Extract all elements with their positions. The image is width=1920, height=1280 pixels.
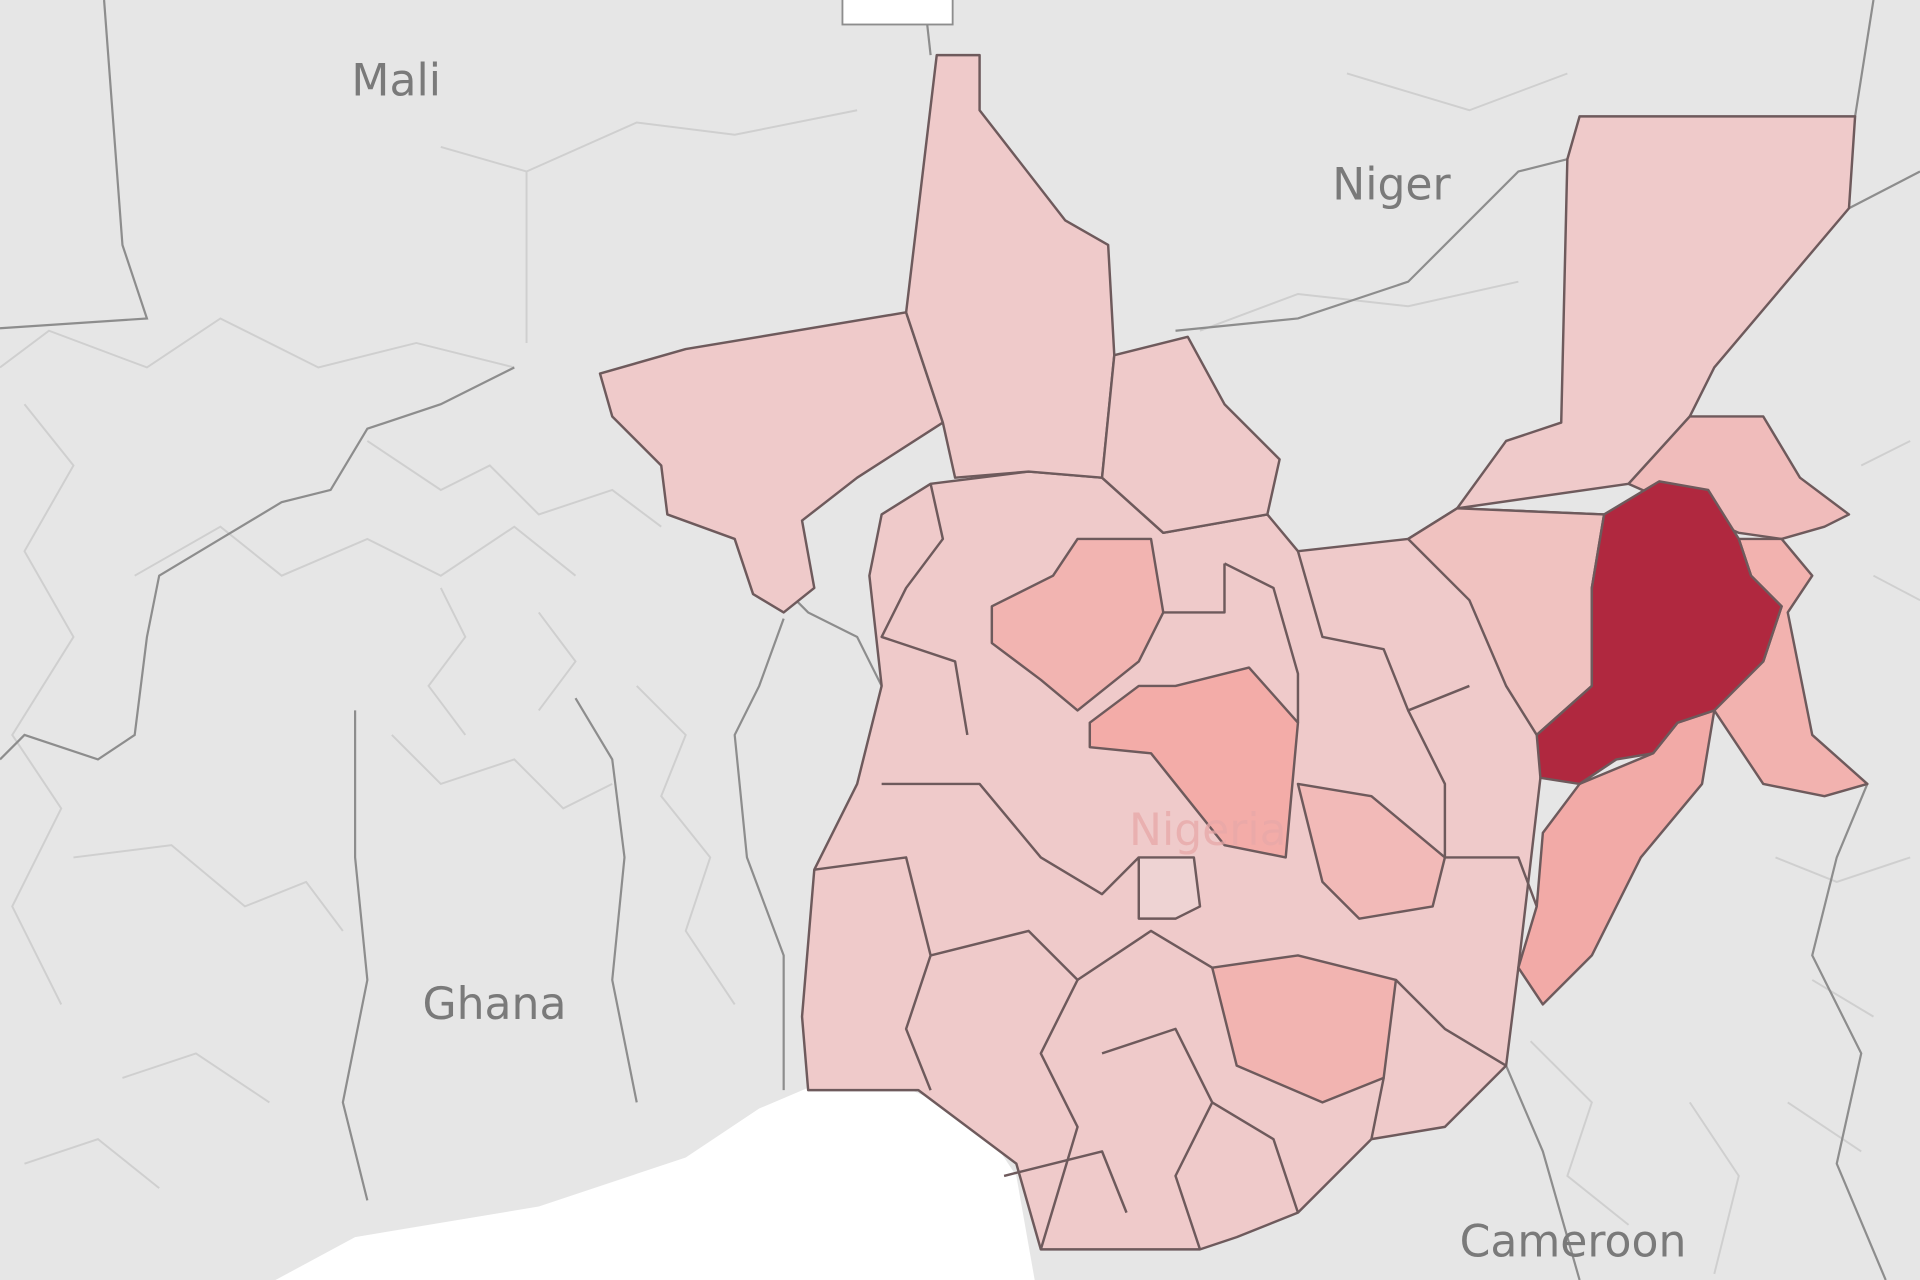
state-region-fct[interactable] xyxy=(1137,856,1202,920)
label-ghana: Ghana xyxy=(422,979,566,1030)
admin-boundaries xyxy=(0,72,1920,1275)
state-region-north-central[interactable] xyxy=(1100,335,1281,535)
state-region-north-tall[interactable] xyxy=(904,53,1116,479)
map-inset-box xyxy=(841,0,954,26)
state-region-taraba[interactable] xyxy=(1296,782,1447,920)
state-region-northeast-tall[interactable] xyxy=(1455,115,1857,510)
state-region-plateau[interactable] xyxy=(1088,666,1300,859)
label-cameroon: Cameroon xyxy=(1460,1217,1687,1268)
label-mali: Mali xyxy=(351,56,441,107)
state-region-kaduna[interactable] xyxy=(990,537,1165,712)
nigeria-states[interactable] xyxy=(598,53,1869,1251)
label-nigeria: Nigeria xyxy=(1129,805,1287,856)
state-region-highlighted[interactable] xyxy=(1535,480,1783,786)
ocean xyxy=(275,1087,1035,1280)
label-niger: Niger xyxy=(1332,160,1451,211)
